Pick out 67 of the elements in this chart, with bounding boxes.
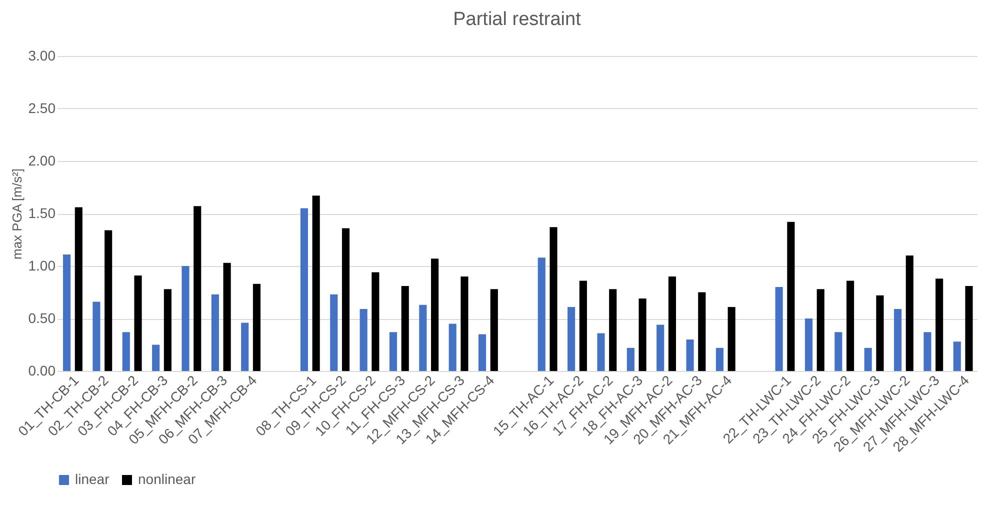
bar [716,348,724,371]
bar [92,302,100,371]
bar [924,332,932,371]
bar [389,332,398,371]
bar [490,289,498,371]
bar [834,332,842,371]
bar [223,262,231,371]
bar [775,287,783,371]
bar [252,284,261,371]
bar [164,289,172,371]
bar [312,196,320,371]
bar [478,334,486,371]
bar [626,348,634,371]
bar [936,278,944,371]
bar [609,289,617,371]
bar [953,342,961,371]
bar [330,294,338,371]
bar [360,309,368,371]
bar [152,344,160,371]
bar [401,286,409,371]
bar [342,228,350,371]
y-tick-label: 0.50 [28,310,56,326]
bar [63,254,71,371]
y-tick-label: 0.00 [28,362,56,378]
bar [538,258,546,371]
y-tick-label: 3.00 [28,48,56,64]
bar [686,340,694,371]
bar [122,332,130,371]
y-tick-label: 1.50 [28,205,56,221]
y-axis-title: max PGA [m/s²] [9,168,24,260]
bar [550,227,558,371]
bar [182,266,190,371]
bar [876,295,884,371]
bar [728,306,736,371]
bar [460,276,468,371]
bar [448,324,456,371]
bar [894,309,902,371]
bar [906,256,914,371]
bar [656,324,664,371]
bar [965,286,973,371]
y-tick-label: 1.00 [28,258,56,274]
bar [816,289,824,371]
bar [431,258,439,371]
bar [668,276,676,371]
bar [300,208,308,371]
bar [372,272,380,371]
bar [211,294,219,371]
y-tick-label: 2.50 [28,100,56,116]
bar [419,304,427,371]
bar [241,322,249,371]
bar [864,348,872,371]
bar [638,298,646,371]
bar [568,306,576,371]
bar [134,275,142,371]
bar [579,280,587,371]
bar [787,222,795,371]
chart-title: Partial restraint [453,9,582,30]
bar [846,280,854,371]
y-tick-label: 2.00 [28,152,56,168]
bar [194,206,202,371]
legend-label: nonlinear [138,471,196,487]
legend-label: linear [75,471,110,487]
bar [74,207,82,371]
bar [804,318,813,371]
bar [104,230,112,371]
bar [698,292,706,371]
bar [597,333,605,371]
